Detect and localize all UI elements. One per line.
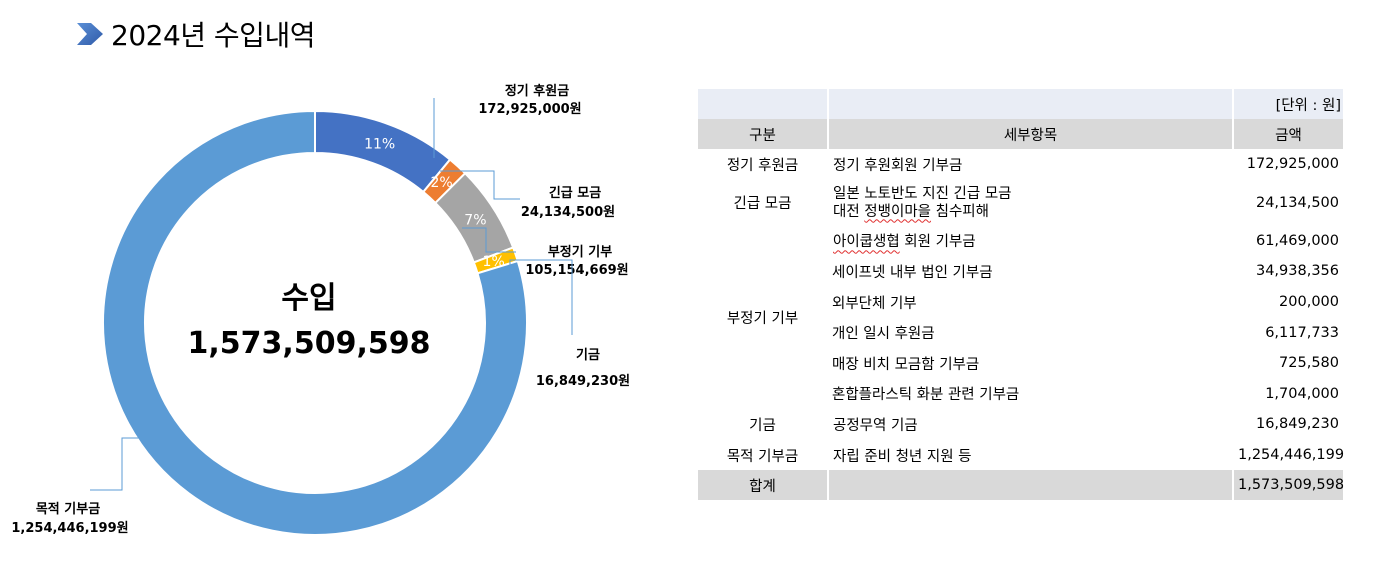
slice-value-label-5: 1,254,446,199원 xyxy=(11,521,128,536)
slice-name-label-3: 부정기 기부 xyxy=(548,244,612,260)
header-row: 구분 세부항목 금액 xyxy=(698,119,1343,149)
slice-name-label-4: 기금 xyxy=(576,348,600,363)
category-cell: 기금 xyxy=(749,417,776,434)
spellcheck-underline: 아이쿱생협 xyxy=(833,234,900,251)
amount-cell: 1,704,000 xyxy=(1232,378,1343,410)
page-title: 2024년 수입내역 xyxy=(111,19,315,52)
table-row: 목적 기부금 자립 준비 청년 지원 등 1,254,446,199 xyxy=(698,439,1344,471)
table-row: 세이프넷 내부 법인 기부금 34,938,356 xyxy=(698,256,1343,287)
category-cell: 긴급 모금 xyxy=(733,196,792,213)
unit-row-empty-2 xyxy=(827,89,1233,119)
percent-label-5: 80% xyxy=(131,470,162,486)
amount-cell: 6,117,733 xyxy=(1232,317,1343,348)
column-header-2: 세부항목 xyxy=(827,119,1233,149)
table-row: 긴급 모금 일본 노토반도 지진 긴급 모금 대전 정뱅이마을 침수피해 24,134… xyxy=(698,179,1343,226)
detail-line-1: 일본 노토반도 지진 긴급 모금 xyxy=(833,185,1012,202)
amount-cell: 61,469,000 xyxy=(1232,225,1343,257)
leader-line-4 xyxy=(509,259,573,335)
total-amount: 1,573,509,598 xyxy=(1232,470,1344,501)
category-cell: 부정기 기부 xyxy=(726,310,799,327)
amount-cell: 1,254,446,199 xyxy=(1232,439,1344,471)
donut-slice-5 xyxy=(102,109,528,536)
category-cell: 정기 후원금 xyxy=(726,157,799,174)
percent-label-1: 11% xyxy=(364,136,395,152)
detail-cell: 외부단체 기부 xyxy=(832,295,917,312)
slice-value-label-4: 16,849,230원 xyxy=(536,374,630,389)
amount-cell: 16,849,230 xyxy=(1232,409,1343,440)
leader-line-3 xyxy=(462,227,516,253)
table-row: 기금 공정무역 기금 16,849,230 xyxy=(698,409,1343,440)
column-header-3: 금액 xyxy=(1232,119,1343,149)
detail-cell: 정기 후원회원 기부금 xyxy=(827,149,1233,180)
table-row: 부정기 기부 아이쿱생협 회원 기부금 61,469,000 xyxy=(698,225,1343,327)
total-label: 합계 xyxy=(698,470,828,501)
table-row: 정기 후원금 정기 후원회원 기부금 172,925,000 xyxy=(698,149,1343,180)
slice-value-label-3: 105,154,669원 xyxy=(525,263,628,278)
amount-cell: 34,938,356 xyxy=(1232,256,1343,287)
detail-line-2: 대전 정뱅이마을 침수피해 xyxy=(833,203,989,220)
table-row: 혼합플라스틱 화분 관련 기부금 1,704,000 xyxy=(698,378,1343,410)
detail-cell: 자립 준비 청년 지원 등 xyxy=(827,439,1233,471)
income-table-container: [단위 : 원] 구분 세부항목 금액 정기 후원금 정기 후원회원 기부금 172,925… xyxy=(698,89,1344,501)
percent-label-4: 1% xyxy=(483,254,505,270)
detail-cell: 세이프넷 내부 법인 기부금 xyxy=(832,264,993,281)
leader-line-5 xyxy=(90,437,150,491)
amount-cell: 24,134,500 xyxy=(1232,179,1343,226)
column-header-1: 구분 xyxy=(698,119,828,149)
table-row: 개인 일시 후원금 6,117,733 xyxy=(698,317,1343,348)
page-header: 2024년 수입내역 xyxy=(75,14,315,54)
amount-cell: 172,925,000 xyxy=(1232,149,1343,180)
detail-cell: 혼합플라스틱 화분 관련 기부금 xyxy=(832,387,1020,404)
slice-value-label-2: 24,134,500원 xyxy=(521,205,615,220)
slice-value-label-1: 172,925,000원 xyxy=(478,102,581,117)
unit-row: [단위 : 원] xyxy=(698,89,1343,119)
table-row: 외부단체 기부 200,000 xyxy=(698,286,1343,318)
unit-row-empty-1 xyxy=(698,89,828,119)
detail-cell: 매장 비치 모금함 기부금 xyxy=(832,356,980,373)
detail-cell: 공정무역 기금 xyxy=(827,409,1233,440)
amount-cell: 200,000 xyxy=(1232,286,1343,318)
arrow-bullet-icon xyxy=(77,23,103,45)
detail-cell: 일본 노토반도 지진 긴급 모금 대전 정뱅이마을 침수피해 xyxy=(827,179,1233,226)
table-row: 매장 비치 모금함 기부금 725,580 xyxy=(698,347,1343,379)
total-row: 합계 1,573,509,598 xyxy=(698,470,1344,501)
slice-name-label-5: 목적 기부금 xyxy=(36,501,100,517)
total-empty xyxy=(827,470,1233,501)
spellcheck-underline: 정뱅이마을 xyxy=(864,203,931,220)
detail-cell: 개인 일시 후원금 xyxy=(832,326,935,343)
category-cell: 목적 기부금 xyxy=(726,448,799,465)
percent-label-2: 2% xyxy=(430,175,452,191)
slice-name-label-2: 긴급 모금 xyxy=(549,185,601,201)
slice-name-label-1: 정기 후원금 xyxy=(505,83,569,99)
unit-label: [단위 : 원] xyxy=(1232,89,1343,119)
amount-cell: 725,580 xyxy=(1232,347,1343,379)
detail-cell: 아이쿱생협 회원 기부금 xyxy=(827,225,1233,257)
center-label: 수입 xyxy=(281,281,336,316)
center-total-value: 1,573,509,598 xyxy=(188,326,431,361)
leader-line-2 xyxy=(440,170,520,200)
income-table: [단위 : 원] 구분 세부항목 금액 정기 후원금 정기 후원회원 기부금 172,925… xyxy=(698,89,1344,501)
percent-label-3: 7% xyxy=(464,212,486,228)
